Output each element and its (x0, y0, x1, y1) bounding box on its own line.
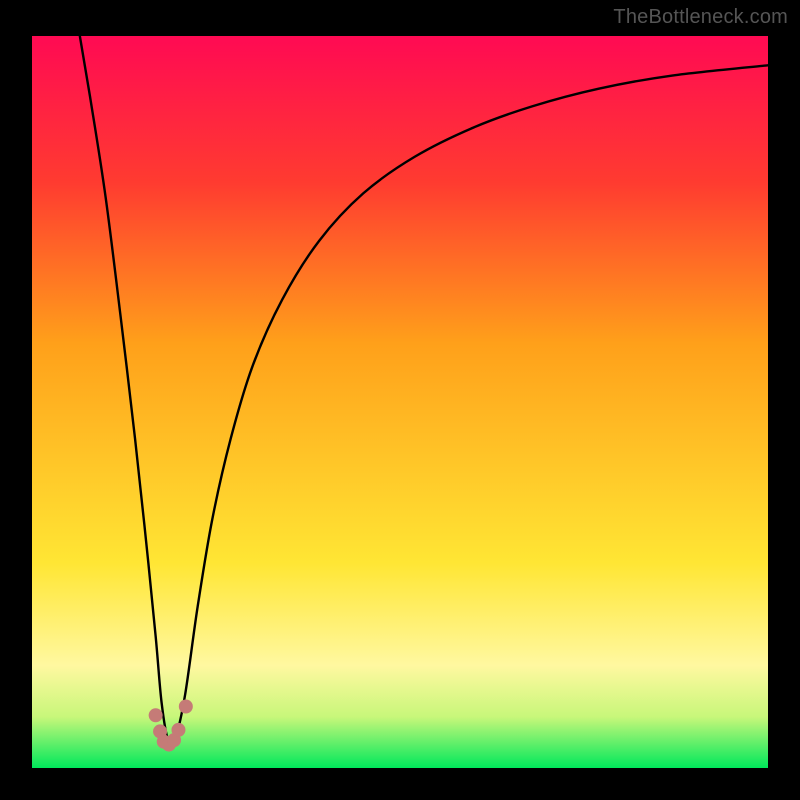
chart-root: TheBottleneck.com (0, 0, 800, 800)
bottom-marker-dot (149, 708, 163, 722)
bottom-marker-dot (171, 723, 185, 737)
plot-background (32, 36, 768, 768)
bottom-marker-dot (179, 700, 193, 714)
bottleneck-chart (0, 0, 800, 800)
watermark-text: TheBottleneck.com (613, 6, 788, 29)
